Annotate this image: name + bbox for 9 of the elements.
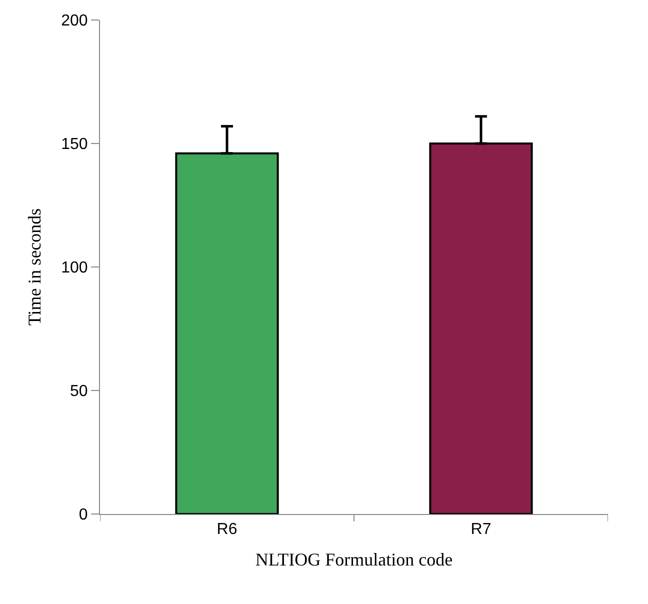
x-tick-label: R7 — [470, 521, 492, 538]
y-tick-label: 200 — [61, 12, 88, 30]
x-axis-title: NLTIOG Formulation code — [255, 549, 453, 570]
y-tick-label: 100 — [61, 260, 88, 277]
y-tick-label: 150 — [61, 136, 88, 154]
y-tick-label: 50 — [70, 383, 88, 400]
y-tick-label: 0 — [78, 506, 88, 524]
x-tick-label: R6 — [216, 521, 238, 538]
y-axis-title: Time in seconds — [24, 208, 44, 326]
